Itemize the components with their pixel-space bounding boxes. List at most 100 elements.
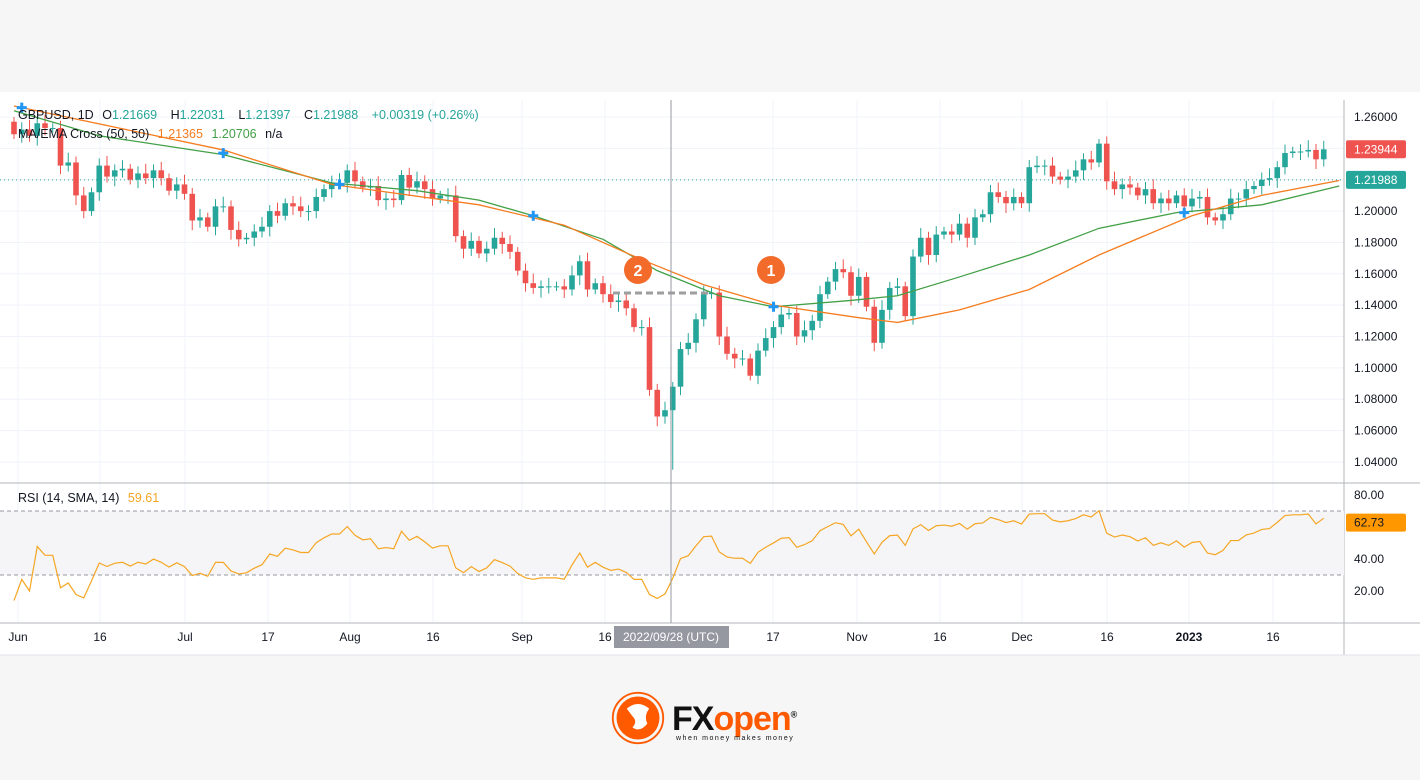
candle-body bbox=[1251, 185, 1257, 190]
candle-body bbox=[1026, 167, 1033, 204]
candle bbox=[251, 224, 258, 247]
candle-body bbox=[762, 338, 769, 351]
time-tick-label: 16 bbox=[426, 630, 440, 644]
candle bbox=[42, 114, 48, 136]
close-value: 1.21988 bbox=[312, 108, 359, 122]
candle bbox=[708, 287, 715, 299]
candle bbox=[755, 343, 761, 385]
candle bbox=[1049, 157, 1056, 184]
candle-body bbox=[507, 244, 513, 252]
candle bbox=[1158, 192, 1164, 213]
time-tick-label: 16 bbox=[1100, 630, 1114, 644]
candle bbox=[1204, 188, 1211, 225]
candle-body bbox=[104, 165, 110, 177]
time-tick-label: 16 bbox=[933, 630, 947, 644]
candle-body bbox=[933, 234, 940, 255]
candle bbox=[1196, 191, 1203, 209]
candle-body bbox=[1010, 196, 1017, 204]
candle bbox=[57, 120, 64, 175]
candle-body bbox=[344, 170, 351, 183]
candle-body bbox=[460, 236, 467, 249]
candle bbox=[282, 198, 289, 221]
candle bbox=[809, 314, 816, 340]
candle bbox=[491, 228, 498, 255]
ema-value: 1.20706 bbox=[211, 127, 257, 141]
candle-body bbox=[1103, 143, 1110, 182]
candle bbox=[894, 277, 901, 296]
candle bbox=[111, 164, 118, 187]
candle-body bbox=[941, 231, 947, 235]
candle-body bbox=[1158, 198, 1164, 204]
candle bbox=[259, 217, 265, 238]
candle-body bbox=[972, 217, 978, 238]
time-tick-label: 16 bbox=[93, 630, 107, 644]
candle bbox=[414, 171, 420, 194]
candle bbox=[925, 231, 932, 265]
cross-marker-icon bbox=[218, 148, 229, 159]
candle bbox=[1313, 143, 1319, 170]
cross-marker-icon bbox=[768, 301, 779, 312]
candle bbox=[421, 175, 428, 199]
candle bbox=[693, 313, 699, 353]
candle-body bbox=[1111, 181, 1118, 190]
time-tick-label: Sep bbox=[511, 630, 533, 644]
candle-body bbox=[18, 129, 25, 135]
candle-body bbox=[863, 276, 870, 307]
candle-body bbox=[34, 123, 41, 136]
candle bbox=[243, 233, 250, 245]
candle-body bbox=[824, 281, 831, 295]
candle-body bbox=[886, 287, 893, 310]
candle-body bbox=[871, 306, 878, 343]
candle bbox=[197, 208, 203, 228]
candle bbox=[142, 163, 149, 185]
candle-body bbox=[212, 206, 219, 227]
candle-body bbox=[1297, 151, 1304, 153]
candle-body bbox=[313, 196, 320, 212]
candle-body bbox=[220, 206, 227, 208]
price-tick-label: 1.10000 bbox=[1354, 361, 1398, 375]
time-tick-label: 16 bbox=[598, 630, 612, 644]
price-tick-label: 1.12000 bbox=[1354, 330, 1398, 344]
candle-body bbox=[266, 211, 273, 227]
candle bbox=[848, 266, 854, 306]
candle-body bbox=[840, 269, 847, 273]
candle-body bbox=[142, 173, 149, 179]
time-tick-label: Nov bbox=[846, 630, 867, 644]
time-tick-label: Jun bbox=[8, 630, 27, 644]
candle-body bbox=[1065, 176, 1071, 180]
candle-body bbox=[1096, 143, 1102, 163]
candle-body bbox=[1165, 198, 1172, 204]
candle-body bbox=[491, 237, 498, 249]
candle-body bbox=[1274, 167, 1281, 179]
candle-body bbox=[1320, 149, 1327, 160]
candle-body bbox=[96, 165, 103, 193]
candle-body bbox=[119, 168, 126, 171]
candle-body bbox=[243, 237, 250, 240]
fxopen-bull-logo-icon bbox=[611, 691, 665, 745]
candle bbox=[297, 196, 304, 218]
candle-body bbox=[390, 198, 397, 201]
candle bbox=[747, 353, 754, 381]
candle-body bbox=[793, 313, 800, 337]
candle bbox=[615, 294, 622, 312]
candle-body bbox=[848, 272, 854, 296]
symbol-legend: GBPUSD, 1D O1.21669 H1.22031 L1.21397 C1… bbox=[18, 108, 479, 122]
candle bbox=[786, 308, 792, 320]
candle-body bbox=[468, 240, 475, 249]
candle-body bbox=[398, 175, 405, 201]
candle-body bbox=[1072, 170, 1079, 177]
candle bbox=[538, 280, 544, 298]
candle bbox=[398, 170, 405, 205]
candle bbox=[762, 328, 769, 357]
candle-body bbox=[1313, 149, 1319, 160]
candle-body bbox=[948, 231, 955, 235]
candle bbox=[406, 167, 413, 197]
candle bbox=[135, 166, 141, 189]
candle-body bbox=[135, 173, 141, 180]
price-tick-label: 1.16000 bbox=[1354, 267, 1398, 281]
candle bbox=[778, 306, 785, 335]
candle-body bbox=[569, 275, 575, 290]
candle-body bbox=[1189, 198, 1195, 207]
candle-body bbox=[623, 300, 630, 309]
